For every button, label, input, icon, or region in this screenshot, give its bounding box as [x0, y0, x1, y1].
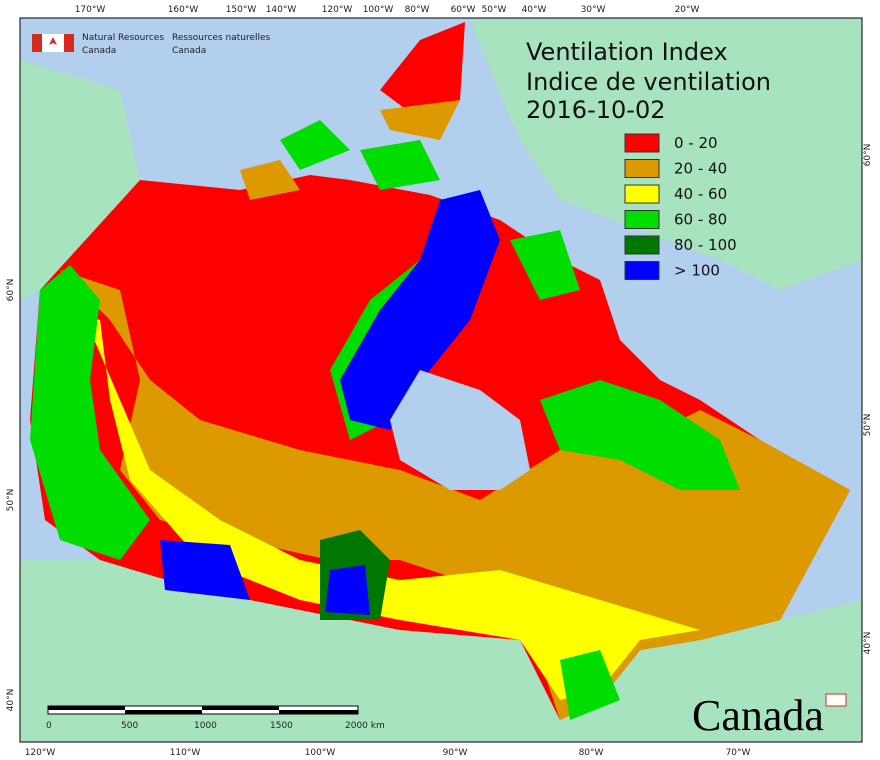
zone-over-100 [340, 190, 500, 430]
frame [19, 17, 863, 743]
latitude-label: 40°N [863, 632, 873, 655]
date: 2016-10-02 [526, 96, 665, 124]
maple-leaf [49, 37, 57, 45]
zone-20-40 [60, 270, 850, 720]
longitude-label: 70°W [726, 748, 751, 758]
scale-bar-seg [202, 706, 279, 710]
legend-label: 60 - 80 [674, 211, 727, 229]
graticule-labels: 170°W 160°W 150°W 140°W 120°W 100°W 80°W 60°W 50… [6, 5, 873, 758]
legend-swatch [624, 184, 660, 204]
legend-swatch [624, 210, 660, 229]
agency-en: Natural Resources [82, 33, 164, 43]
island [380, 22, 465, 120]
agency-fr: Canada [172, 46, 206, 56]
longitude-label: 170°W [75, 5, 106, 15]
legend-label: 0 - 20 [674, 134, 718, 152]
zone-over-100 [325, 565, 370, 615]
scale-label: 1000 [194, 721, 217, 731]
agency-fr: Ressources naturelles [172, 33, 271, 43]
legend-swatch [624, 133, 660, 153]
longitude-label: 80°W [405, 5, 430, 15]
legend-label: 20 - 40 [674, 160, 727, 178]
legend: 0 - 20 20 - 40 40 - 60 60 - 80 80 - 100 > 100 [624, 133, 737, 280]
wordmark: Canada [692, 691, 824, 740]
zone-60-80 [30, 265, 150, 560]
hudson-bay [390, 370, 530, 490]
island [280, 120, 350, 170]
scale-label: 1500 [270, 721, 293, 731]
longitude-label: 90°W [443, 748, 468, 758]
scale-label: 2000 km [345, 721, 385, 731]
scale-label: 500 [121, 721, 138, 731]
island [510, 230, 580, 300]
legend-swatch [624, 261, 660, 280]
legend-swatch [624, 159, 660, 178]
longitude-label: 60°W [451, 5, 476, 15]
island [240, 160, 300, 200]
greenland [470, 20, 862, 290]
zone-60-80 [560, 650, 620, 720]
zone-over-100 [160, 540, 250, 600]
legend-label: 80 - 100 [674, 236, 737, 254]
longitude-label: 80°W [579, 748, 604, 758]
usa [20, 560, 862, 742]
legend-label: 40 - 60 [674, 185, 727, 203]
longitude-label: 120°W [25, 748, 56, 758]
title: Indice de ventilation [526, 68, 771, 96]
longitude-label: 160°W [168, 5, 199, 15]
latitude-label: 60°N [863, 144, 873, 167]
flag-bar [32, 34, 42, 52]
longitude-label: 120°W [322, 5, 353, 15]
latitude-label: 40°N [6, 689, 16, 712]
wordmark-flag [825, 693, 847, 707]
island [360, 140, 440, 190]
longitude-label: 20°W [675, 5, 700, 15]
longitude-label: 150°W [226, 5, 257, 15]
longitude-label: 30°W [581, 5, 606, 15]
alaska [20, 60, 140, 300]
scale-bar-seg [125, 710, 202, 714]
scale-bar-seg [48, 706, 125, 710]
longitude-label: 140°W [266, 5, 297, 15]
title: Ventilation Index [526, 38, 728, 66]
longitude-label: 110°W [170, 748, 201, 758]
latitude-label: 50°N [863, 414, 873, 437]
scale-labels: 0 500 1000 1500 2000 km [46, 721, 385, 731]
longitude-label: 40°W [522, 5, 547, 15]
legend-swatch [624, 235, 660, 255]
island [380, 100, 460, 140]
legend-label: > 100 [674, 262, 720, 280]
longitude-label: 100°W [363, 5, 394, 15]
agency-en: Canada [82, 46, 116, 56]
latitude-label: 60°N [6, 279, 16, 302]
latitude-label: 50°N [6, 489, 16, 512]
scale-label: 0 [46, 721, 52, 731]
longitude-label: 50°W [482, 5, 507, 15]
zone-40-60 [45, 300, 700, 700]
scale-bar-seg [279, 710, 358, 714]
zone-60-80 [540, 380, 740, 490]
flag-bar [64, 34, 74, 52]
longitude-label: 100°W [305, 748, 336, 758]
